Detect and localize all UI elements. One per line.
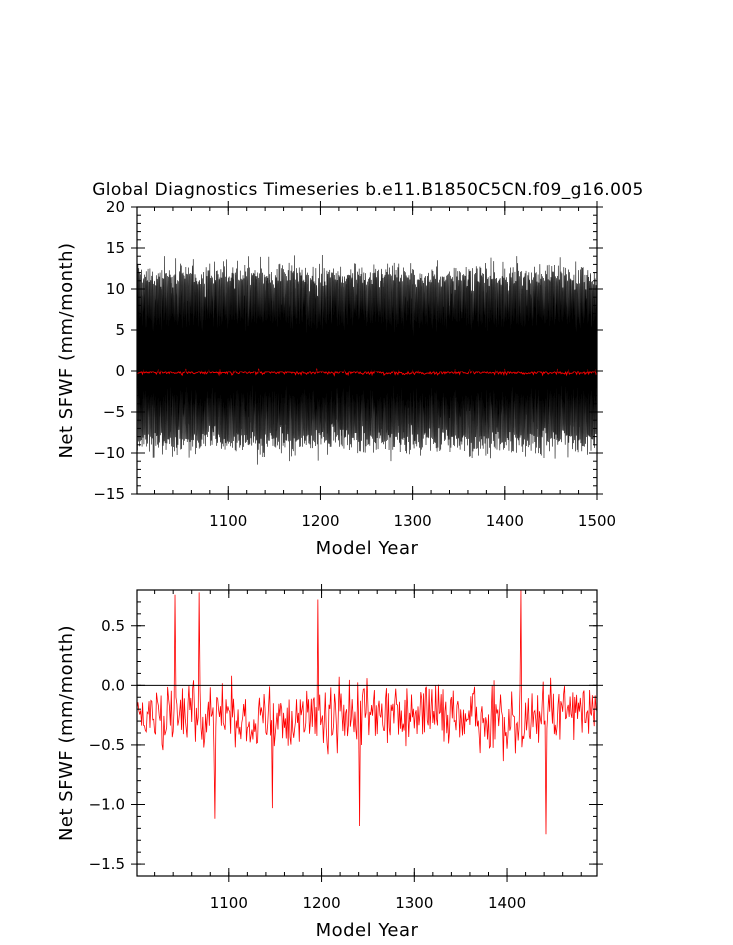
top-panel: −15 −10 −5 0 5 10 15 20 1100 1200 1300 1400 1500 Mode…	[56, 198, 616, 559]
y-axis-title: Net SFWF (mm/month)	[56, 625, 77, 841]
series-line-annual	[137, 590, 597, 835]
x-tick-label: 1400	[486, 512, 524, 530]
figure-title: Global Diagnostics Timeseries b.e11.B185…	[92, 180, 644, 200]
x-axis-title: Model Year	[316, 538, 419, 559]
y-tick-label: 15	[106, 239, 125, 257]
plot-frame	[136, 589, 598, 877]
bottom-panel: −1.5 −1.0 −0.5 0.0 0.5 1100 1200 1300 1400 Model …	[56, 584, 603, 941]
x-axis-title: Model Year	[316, 920, 419, 941]
y-tick-label: −1.0	[89, 796, 125, 814]
y-tick-label: 0.0	[101, 676, 125, 694]
y-tick-label: −0.5	[89, 736, 125, 754]
plot-area	[137, 254, 597, 465]
x-tick-label: 1400	[488, 894, 526, 912]
y-tick-label: −5	[103, 403, 125, 421]
y-axis-title: Net SFWF (mm/month)	[56, 242, 77, 458]
y-tick-label: 0.5	[101, 617, 125, 635]
x-tick-label: 1500	[578, 512, 616, 530]
y-tick-label: 0	[115, 362, 125, 380]
x-tick-label: 1100	[209, 512, 247, 530]
y-tick-label: 10	[106, 280, 125, 298]
x-tick-label: 1200	[301, 512, 339, 530]
y-tick-label: −15	[93, 485, 125, 503]
x-tick-label: 1300	[395, 894, 433, 912]
x-tick-label: 1300	[394, 512, 432, 530]
y-tick-label: −10	[93, 444, 125, 462]
y-tick-label: −1.5	[89, 855, 125, 873]
plot-area	[137, 590, 597, 835]
x-tick-label: 1100	[210, 894, 248, 912]
y-tick-label: 20	[106, 198, 125, 216]
series-line-monthly	[137, 254, 597, 465]
x-tick-label: 1200	[302, 894, 340, 912]
y-tick-label: 5	[115, 321, 125, 339]
series-line-annual	[137, 367, 597, 377]
plot-frame	[136, 206, 598, 495]
